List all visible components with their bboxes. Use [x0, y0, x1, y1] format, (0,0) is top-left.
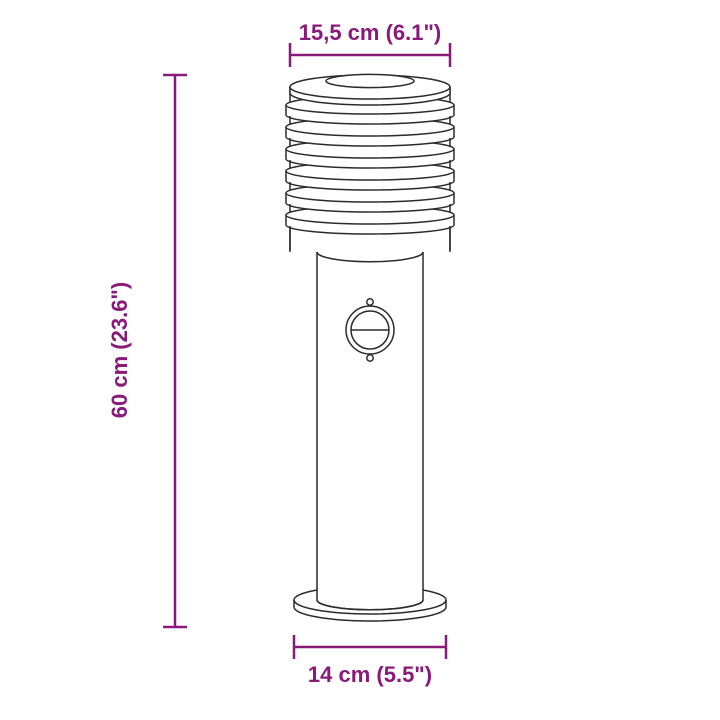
- dimension-label-top-width: 15,5 cm (6.1"): [250, 20, 490, 46]
- diagram-stage: 15,5 cm (6.1") 60 cm (23.6") 14 cm (5.5"…: [0, 0, 720, 720]
- dimension-label-height: 60 cm (23.6"): [107, 230, 133, 470]
- dimension-label-base-width: 14 cm (5.5"): [250, 662, 490, 688]
